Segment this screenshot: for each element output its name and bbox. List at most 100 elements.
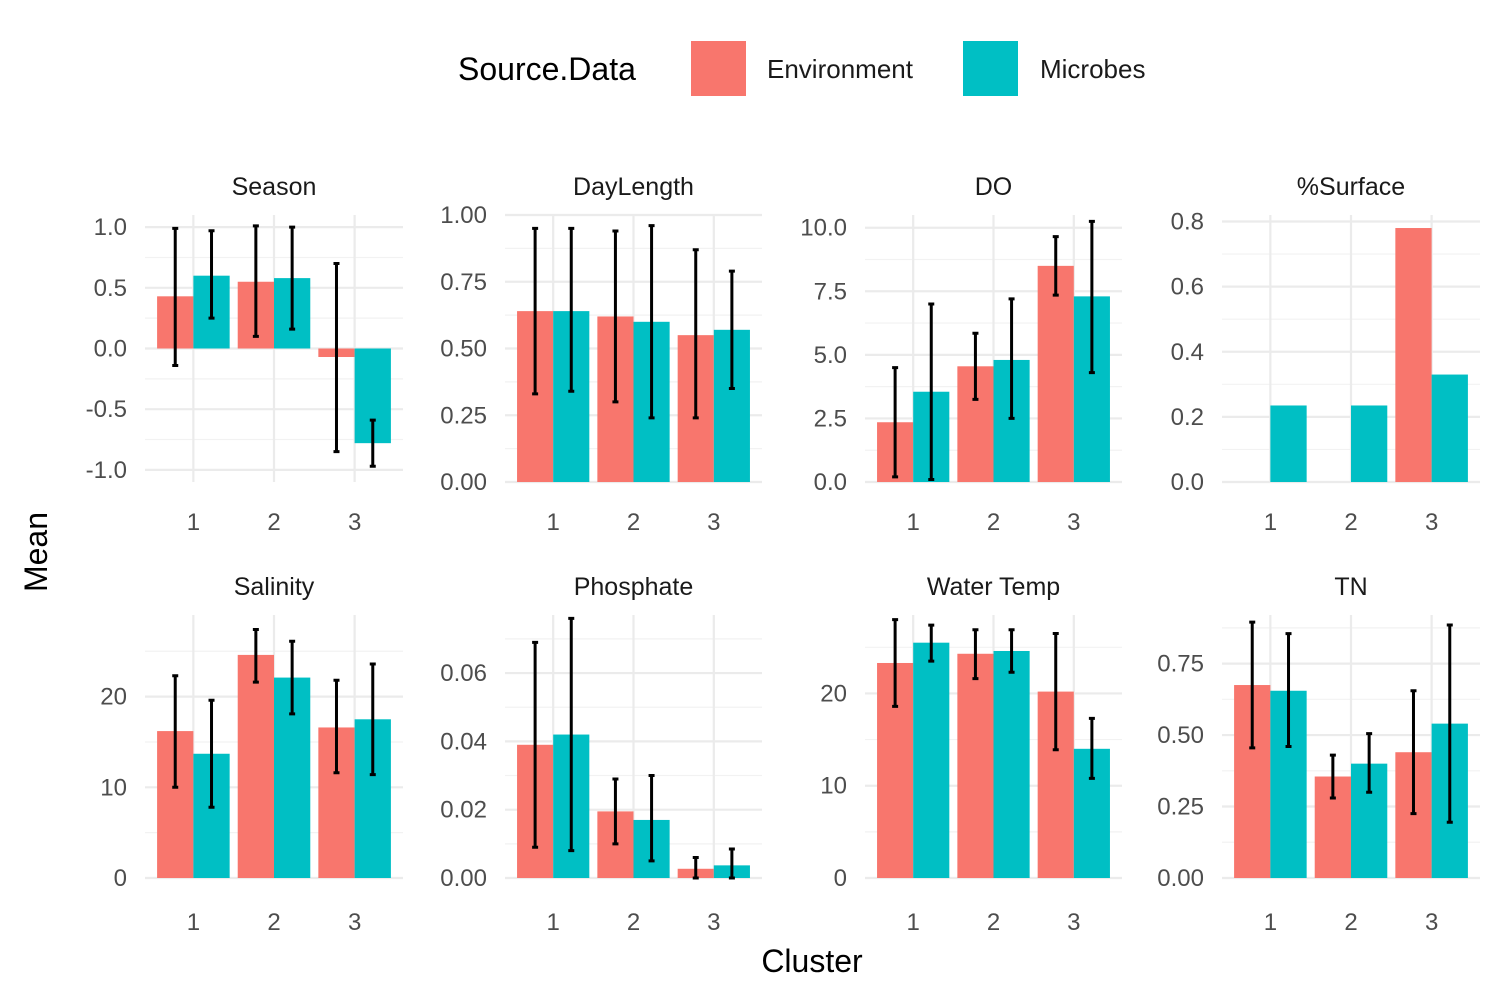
error-bar-microbes [728, 847, 735, 880]
x-tick-label: 3 [348, 509, 361, 536]
error-bar-microbes [568, 226, 575, 393]
error-bar-environment [172, 226, 179, 367]
y-tick-label: 0.06 [440, 660, 487, 687]
x-tick-label: 2 [267, 909, 280, 936]
error-bar-microbes [369, 418, 376, 468]
error-bar-environment [532, 226, 539, 396]
error-bar-environment [333, 262, 340, 454]
x-tick-label: 3 [1425, 509, 1438, 536]
y-tick-label: 0.00 [1157, 865, 1204, 892]
facet-title: DO [975, 173, 1013, 201]
error-bar-environment [172, 674, 179, 789]
x-tick-label: 3 [1067, 509, 1080, 536]
y-tick-label: -1.0 [86, 457, 127, 484]
x-tick-label: 1 [187, 509, 200, 536]
x-tick-label: 3 [1067, 909, 1080, 936]
y-tick-label: 0.25 [440, 402, 487, 429]
y-tick-label: 0 [834, 865, 847, 892]
error-bar-environment [1052, 235, 1059, 297]
bar-environment [1037, 265, 1074, 482]
y-tick-label: 0.00 [440, 469, 487, 496]
legend: Source.Data Environment Microbes [458, 41, 1145, 96]
facet-title: Phosphate [574, 573, 694, 601]
facet-water-temp: 0 10 20 1 2 3 Water Temp [820, 573, 1122, 936]
y-tick-label: 0.8 [1171, 209, 1204, 236]
x-tick-label: 1 [907, 509, 920, 536]
y-tick-label: 0.25 [1157, 794, 1204, 821]
error-bar-microbes [1008, 628, 1015, 674]
bar-environment [1395, 228, 1432, 482]
bar-environment [957, 653, 994, 878]
y-tick-label: 0.02 [440, 797, 487, 824]
bar-microbes [1431, 374, 1468, 482]
y-tick-label: 10.0 [800, 215, 847, 242]
x-tick-label: 2 [627, 909, 640, 936]
y-tick-label: 10 [100, 774, 127, 801]
y-tick-label: 0.50 [440, 336, 487, 363]
y-tick-label: 2.5 [814, 405, 847, 432]
error-bar-environment [1410, 689, 1417, 816]
y-tick-label: 0.0 [1171, 469, 1204, 496]
y-tick-label: 0.0 [814, 469, 847, 496]
facet-title: Season [232, 173, 317, 201]
facet-title: Water Temp [927, 573, 1060, 601]
x-tick-label: 3 [707, 909, 720, 936]
y-tick-label: 20 [100, 684, 127, 711]
y-axis-title: Mean [18, 512, 54, 592]
error-bar-environment [612, 777, 619, 846]
error-bar-microbes [1088, 716, 1095, 780]
y-tick-label: 0.2 [1171, 404, 1204, 431]
error-bar-microbes [928, 302, 935, 481]
x-tick-label: 1 [187, 909, 200, 936]
facet-tn: 0.00 0.25 0.50 0.75 1 2 3 TN [1157, 573, 1480, 936]
bar-environment [237, 654, 274, 878]
facet-phosphate: 0.00 0.02 0.04 0.06 1 2 3 Phosphate [440, 573, 762, 936]
x-tick-label: 2 [267, 509, 280, 536]
y-tick-label: 0.0 [94, 336, 127, 363]
error-bar-environment [892, 366, 899, 479]
error-bar-microbes [289, 639, 296, 716]
error-bar-microbes [208, 229, 215, 320]
facet-title: DayLength [573, 173, 694, 201]
x-tick-label: 1 [907, 909, 920, 936]
facet-season: -1.0 -0.5 0.0 0.5 1.0 1 2 3 Season [86, 173, 403, 536]
y-tick-label: 1.0 [94, 214, 127, 241]
error-bar-microbes [1285, 632, 1292, 748]
x-tick-label: 1 [1264, 509, 1277, 536]
y-tick-label: -0.5 [86, 396, 127, 423]
x-tick-label: 3 [1425, 909, 1438, 936]
x-tick-label: 1 [547, 909, 560, 936]
x-tick-label: 2 [987, 509, 1000, 536]
error-bar-microbes [928, 623, 935, 663]
error-bar-environment [612, 229, 619, 404]
y-tick-label: 0.5 [94, 275, 127, 302]
error-bar-environment [692, 856, 699, 880]
facet-title: %Surface [1297, 173, 1405, 201]
x-tick-label: 2 [627, 509, 640, 536]
x-tick-label: 2 [1344, 909, 1357, 936]
legend-label-environment: Environment [767, 54, 914, 84]
error-bar-environment [972, 628, 979, 681]
y-tick-label: 5.0 [814, 342, 847, 369]
error-bar-microbes [648, 224, 655, 420]
error-bar-microbes [1008, 297, 1015, 420]
y-tick-label: 7.5 [814, 278, 847, 305]
y-tick-label: 0.50 [1157, 722, 1204, 749]
error-bar-microbes [1366, 732, 1373, 794]
error-bar-microbes [728, 269, 735, 391]
error-bar-environment [1052, 631, 1059, 752]
y-tick-label: 10 [820, 773, 847, 800]
error-bar-microbes [289, 225, 296, 331]
y-tick-label: 0 [114, 865, 127, 892]
x-tick-label: 2 [987, 909, 1000, 936]
bar-microbes [913, 642, 950, 878]
y-tick-label: 20 [820, 680, 847, 707]
bar-microbes [1351, 405, 1388, 482]
error-bar-microbes [1088, 219, 1095, 375]
bar-microbes [993, 650, 1030, 878]
x-tick-label: 2 [1344, 509, 1357, 536]
facet-title: TN [1334, 573, 1367, 601]
legend-title: Source.Data [458, 51, 636, 87]
